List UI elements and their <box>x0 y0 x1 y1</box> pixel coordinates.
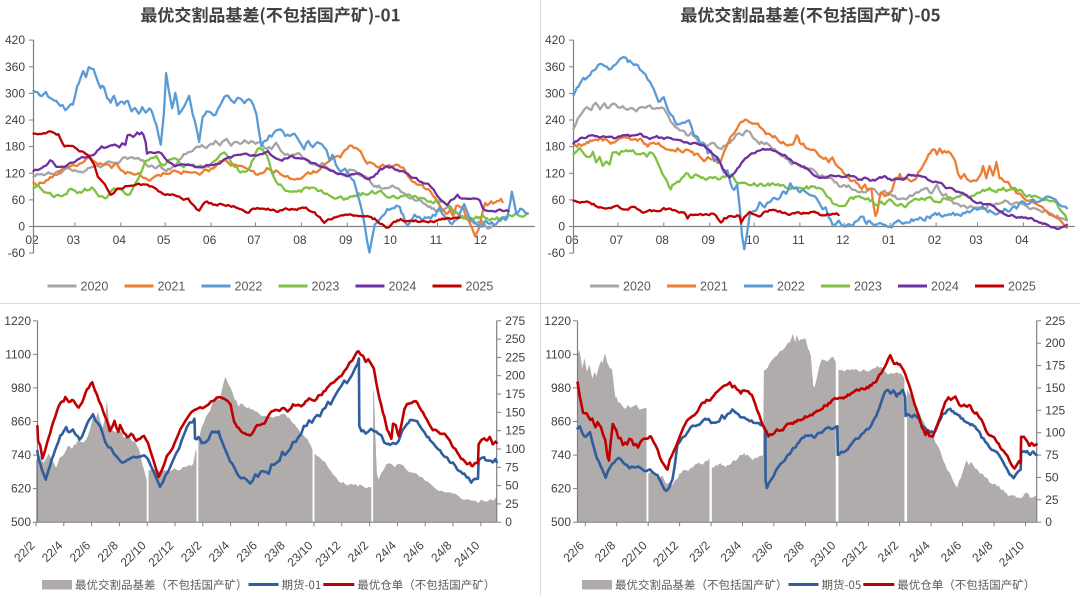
svg-text:12: 12 <box>836 233 850 247</box>
svg-text:07: 07 <box>610 233 624 247</box>
svg-text:-60: -60 <box>548 246 566 260</box>
svg-text:2025: 2025 <box>466 280 494 294</box>
svg-text:275: 275 <box>505 314 525 328</box>
svg-text:120: 120 <box>5 166 25 180</box>
svg-text:60: 60 <box>12 193 26 207</box>
svg-text:125: 125 <box>505 424 525 438</box>
svg-text:300: 300 <box>5 86 25 100</box>
svg-text:120: 120 <box>545 166 565 180</box>
svg-text:03: 03 <box>67 233 81 247</box>
svg-text:125: 125 <box>1045 403 1065 417</box>
svg-text:02: 02 <box>928 233 942 247</box>
svg-text:-60: -60 <box>8 246 26 260</box>
svg-text:225: 225 <box>505 350 525 364</box>
svg-text:2024: 2024 <box>389 280 417 294</box>
svg-text:06: 06 <box>565 233 579 247</box>
svg-text:2024: 2024 <box>931 280 959 294</box>
svg-text:08: 08 <box>293 233 307 247</box>
svg-text:50: 50 <box>1045 470 1059 484</box>
svg-text:2023: 2023 <box>854 280 882 294</box>
svg-text:50: 50 <box>505 479 519 493</box>
svg-text:360: 360 <box>545 60 565 74</box>
svg-text:980: 980 <box>551 381 571 395</box>
svg-text:620: 620 <box>11 482 31 496</box>
svg-text:100: 100 <box>505 442 525 456</box>
svg-text:1100: 1100 <box>545 347 571 361</box>
svg-text:60: 60 <box>552 193 566 207</box>
svg-text:175: 175 <box>505 387 525 401</box>
svg-text:100: 100 <box>1045 426 1065 440</box>
svg-text:75: 75 <box>1045 448 1059 462</box>
svg-text:150: 150 <box>505 405 525 419</box>
svg-text:11: 11 <box>430 233 443 247</box>
svg-text:03: 03 <box>969 233 983 247</box>
svg-text:420: 420 <box>5 33 25 47</box>
svg-text:2022: 2022 <box>777 280 805 294</box>
svg-text:1220: 1220 <box>4 314 31 328</box>
svg-text:0: 0 <box>1045 515 1052 529</box>
svg-text:620: 620 <box>551 482 571 496</box>
svg-text:2021: 2021 <box>700 280 728 294</box>
svg-text:1100: 1100 <box>5 347 31 361</box>
svg-text:180: 180 <box>545 140 565 154</box>
svg-text:200: 200 <box>505 369 525 383</box>
svg-text:06: 06 <box>203 233 217 247</box>
svg-text:860: 860 <box>11 415 31 429</box>
svg-text:04: 04 <box>1015 233 1029 247</box>
svg-text:860: 860 <box>551 415 571 429</box>
svg-text:12: 12 <box>474 233 488 247</box>
svg-text:2021: 2021 <box>158 280 186 294</box>
svg-text:0: 0 <box>505 515 512 529</box>
svg-text:01: 01 <box>882 233 896 247</box>
svg-text:09: 09 <box>339 233 353 247</box>
svg-text:0: 0 <box>558 220 565 234</box>
svg-text:240: 240 <box>545 113 565 127</box>
svg-text:150: 150 <box>1045 381 1065 395</box>
svg-text:1220: 1220 <box>544 314 571 328</box>
svg-text:25: 25 <box>1045 493 1059 507</box>
svg-text:10: 10 <box>746 233 760 247</box>
svg-text:07: 07 <box>247 233 261 247</box>
svg-text:250: 250 <box>505 332 525 346</box>
svg-text:500: 500 <box>11 515 31 529</box>
svg-text:25: 25 <box>505 497 519 511</box>
svg-text:75: 75 <box>505 460 519 474</box>
svg-text:05: 05 <box>157 233 171 247</box>
svg-text:10: 10 <box>384 233 398 247</box>
svg-text:08: 08 <box>656 233 670 247</box>
svg-text:2022: 2022 <box>235 280 263 294</box>
svg-text:04: 04 <box>113 233 127 247</box>
svg-text:2020: 2020 <box>623 280 651 294</box>
svg-text:200: 200 <box>1045 336 1065 350</box>
svg-text:980: 980 <box>11 381 31 395</box>
svg-text:2025: 2025 <box>1008 280 1036 294</box>
svg-text:240: 240 <box>5 113 25 127</box>
svg-text:740: 740 <box>11 448 31 462</box>
svg-text:0: 0 <box>18 220 25 234</box>
svg-text:2023: 2023 <box>312 280 340 294</box>
svg-text:225: 225 <box>1045 314 1065 328</box>
svg-text:2020: 2020 <box>81 280 109 294</box>
svg-text:360: 360 <box>5 60 25 74</box>
svg-text:11: 11 <box>792 233 805 247</box>
svg-text:300: 300 <box>545 86 565 100</box>
svg-text:175: 175 <box>1045 359 1065 373</box>
svg-text:420: 420 <box>545 33 565 47</box>
svg-text:09: 09 <box>702 233 716 247</box>
svg-text:180: 180 <box>5 140 25 154</box>
svg-text:500: 500 <box>551 515 571 529</box>
svg-text:740: 740 <box>551 448 571 462</box>
svg-text:02: 02 <box>25 233 39 247</box>
